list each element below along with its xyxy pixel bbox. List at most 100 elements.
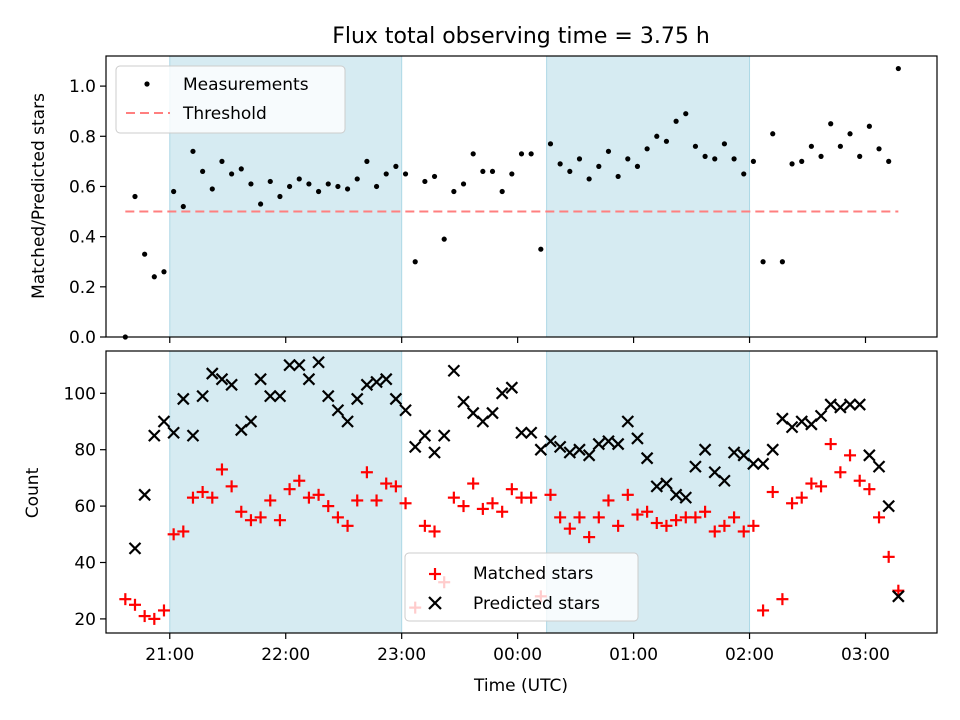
matched-star-point: [380, 477, 393, 490]
measurement-point: [180, 203, 186, 210]
matched-star-point: [496, 505, 509, 518]
legend-matched-label: Matched stars: [473, 564, 593, 584]
x-axis-label: Time (UTC): [473, 676, 568, 696]
predicted-star-point: [495, 387, 509, 400]
measurement-point: [702, 153, 708, 159]
matched-star-point: [128, 598, 141, 611]
matched-star-point: [525, 491, 538, 504]
measurement-point: [460, 181, 467, 187]
measurement-point: [344, 186, 351, 192]
measurement-point: [219, 158, 225, 164]
predicted-star-point: [128, 542, 142, 555]
predicted-star-point: [892, 590, 905, 603]
measurement-point: [605, 148, 612, 154]
matched-star-point: [544, 488, 557, 501]
predicted-star-point: [814, 409, 828, 423]
matched-star-point: [138, 610, 151, 623]
top-legend-box: [115, 65, 346, 134]
top-legend: Measurements Threshold: [115, 65, 346, 134]
bottom-legend: Matched stars Predicted stars: [404, 552, 639, 622]
predicted-star-point: [379, 372, 393, 386]
matched-star-point: [824, 438, 837, 451]
measurement-point: [731, 156, 737, 162]
predicted-star-point: [872, 460, 886, 473]
measurement-point: [142, 251, 148, 257]
legend-measurements-marker: [144, 81, 150, 87]
measurement-point: [315, 188, 322, 195]
measurement-point: [441, 236, 447, 242]
predicted-star-point: [244, 415, 258, 428]
matched-star-point: [457, 500, 470, 513]
predicted-star-point: [524, 426, 538, 440]
predicted-star-point: [853, 398, 866, 411]
matched-star-point: [418, 519, 431, 532]
legend-predicted-label: Predicted stars: [473, 594, 600, 614]
matched-star-point: [892, 584, 905, 597]
matched-star-point: [467, 477, 480, 490]
predicted-star-point: [863, 449, 876, 462]
predicted-star-point: [292, 358, 306, 372]
measurement-point: [721, 141, 728, 147]
measurement-point: [750, 158, 757, 164]
predicted-star-point: [215, 372, 229, 386]
y-tick-label: 80: [74, 441, 96, 461]
predicted-star-point: [553, 440, 567, 454]
predicted-star-point: [273, 389, 287, 403]
measurement-point: [373, 183, 380, 190]
measurement-point: [393, 163, 399, 169]
measurement-point: [837, 143, 843, 149]
measurement-point: [644, 146, 650, 152]
measurement-point: [760, 259, 766, 265]
matched-star-point: [428, 525, 441, 538]
matched-star-point: [119, 593, 132, 606]
legend-measurements-label: Measurements: [183, 75, 309, 95]
top-axes-frame: [105, 55, 938, 338]
predicted-star-point: [186, 429, 200, 442]
predicted-star-point: [408, 440, 422, 454]
measurement-point: [354, 176, 360, 182]
predicted-star-point: [766, 443, 780, 456]
predicted-star-point: [341, 415, 354, 428]
x-tick-label: 21:00: [145, 645, 194, 665]
matched-star-point: [505, 483, 518, 496]
measurement-point: [886, 158, 892, 164]
matched-star-point: [708, 525, 721, 538]
measurement-point: [296, 176, 302, 182]
legend-predicted-marker: [428, 596, 442, 610]
matched-star-point: [776, 593, 789, 606]
predicted-star-point: [785, 420, 799, 434]
legend-matched-marker: [429, 568, 441, 580]
predicted-star-point: [263, 389, 277, 403]
matched-star-point: [235, 505, 248, 518]
matched-star-point: [244, 514, 257, 527]
measurement-point: [818, 153, 824, 159]
matched-star-point: [602, 494, 615, 507]
matched-star-point: [215, 463, 228, 476]
predicted-star-point: [418, 429, 432, 442]
predicted-star-point: [399, 403, 412, 417]
measurement-point: [489, 168, 496, 175]
measurement-point: [518, 151, 525, 157]
y-tick-label: 60: [74, 497, 96, 517]
predicted-star-point: [447, 364, 461, 378]
matched-star-point: [728, 511, 741, 524]
matched-star-point: [786, 497, 799, 510]
matched-star-point: [341, 519, 354, 532]
measurement-point: [509, 171, 515, 177]
matched-star-point: [264, 494, 277, 507]
measurement-point: [364, 158, 370, 164]
predicted-star-point: [321, 389, 335, 403]
predicted-star-point: [138, 488, 151, 502]
y-tick-label: 0.4: [69, 228, 96, 248]
predicted-star-point: [756, 457, 770, 471]
predicted-star-point: [360, 378, 374, 392]
measurement-point: [567, 168, 573, 175]
matched-star-point: [641, 505, 654, 518]
matched-star-point: [573, 511, 586, 524]
matched-star-point: [554, 511, 567, 524]
matched-star-point: [583, 531, 596, 544]
matched-star-point: [196, 486, 209, 498]
predicted-star-point: [631, 432, 644, 445]
matched-star-point: [167, 528, 180, 541]
